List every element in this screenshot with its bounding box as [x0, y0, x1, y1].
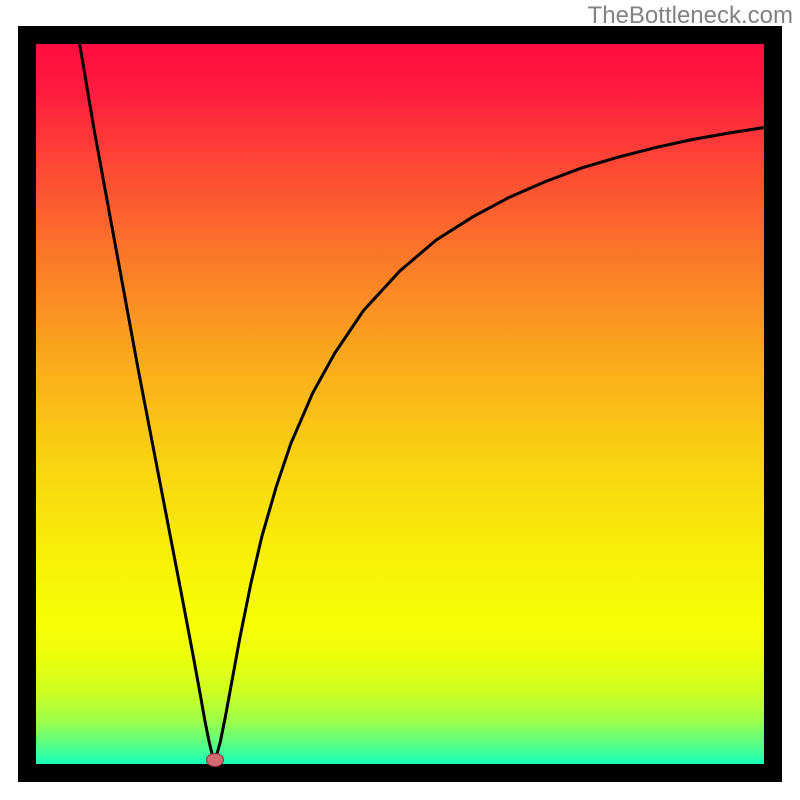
bottleneck-curve — [80, 44, 764, 760]
minimum-marker — [206, 753, 224, 767]
plot-frame — [18, 26, 782, 782]
curve-layer — [36, 44, 764, 764]
chart-stage: TheBottleneck.com — [0, 0, 800, 800]
watermark-text: TheBottleneck.com — [588, 2, 793, 30]
